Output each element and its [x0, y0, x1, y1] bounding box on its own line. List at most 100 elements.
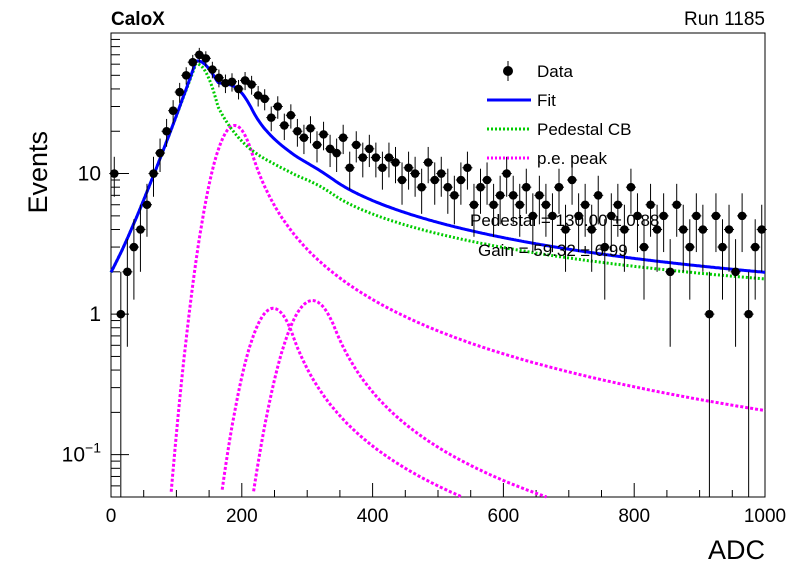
data-point — [168, 100, 179, 124]
y-tick-label: 10−1 — [62, 440, 102, 467]
data-point — [338, 124, 349, 155]
data-point — [292, 118, 303, 147]
data-point — [665, 239, 676, 347]
data-point — [482, 162, 493, 205]
data-point — [573, 193, 584, 253]
data-point — [580, 183, 591, 237]
legend-entry: p.e. peak — [487, 149, 607, 168]
plot-frame — [110, 32, 766, 498]
axis-ticks: 0 200 400 600 800 1000 10−1 1 10 — [62, 38, 786, 527]
data-point — [226, 73, 237, 92]
x-tick-label: 600 — [488, 506, 520, 527]
data-point — [449, 175, 460, 225]
data-point — [455, 162, 466, 205]
data-point — [553, 168, 564, 214]
data-point — [181, 67, 192, 85]
data-point — [756, 204, 767, 272]
data-point — [364, 134, 375, 168]
data-point — [684, 219, 695, 300]
legend: Data Fit Pedestal CB p.e. peak — [487, 61, 632, 168]
data-point — [612, 183, 623, 237]
x-axis-label: ADC — [708, 535, 765, 565]
data-point — [410, 156, 421, 197]
legend-label: Pedestal CB — [537, 120, 632, 139]
x-tick-label: 1000 — [744, 506, 786, 527]
pedestal-annotation: Pedestal = 130.00 ± 0.88 — [470, 211, 659, 230]
data-point — [737, 193, 748, 253]
data-point — [246, 75, 257, 95]
data-point — [148, 156, 159, 197]
data-point — [253, 85, 264, 107]
fit-curve — [109, 59, 766, 274]
data-point — [285, 104, 296, 129]
data-point — [606, 193, 617, 253]
legend-label: p.e. peak — [537, 149, 607, 168]
data-point — [475, 168, 486, 214]
data-point — [390, 146, 401, 184]
data-point — [567, 162, 578, 205]
data-point — [468, 183, 479, 237]
data-point — [586, 204, 597, 272]
data-point — [233, 79, 244, 100]
data-point — [370, 142, 381, 178]
legend-entry: Data — [503, 61, 573, 81]
data-point — [639, 219, 650, 300]
run-label: Run 1185 — [684, 9, 765, 30]
pedestal-cb-curve — [109, 62, 766, 281]
data-point — [429, 162, 440, 205]
data-point — [547, 193, 558, 253]
data-point — [495, 175, 506, 225]
pe-peak-curve-1 — [169, 124, 766, 492]
experiment-label: CaloX — [111, 9, 165, 30]
data-point — [593, 175, 604, 225]
gain-annotation: Gain = 59.32 ± 6.99 — [478, 241, 628, 260]
data-point — [697, 204, 708, 272]
data-point — [318, 121, 329, 151]
data-point — [436, 156, 447, 197]
data-point — [266, 106, 277, 132]
data-point — [200, 51, 211, 67]
legend-entry: Pedestal CB — [487, 120, 632, 139]
data-point — [501, 156, 512, 197]
data-point — [161, 118, 172, 147]
data-point — [240, 72, 251, 91]
data-point — [678, 204, 689, 272]
data-point — [527, 193, 538, 253]
data-point — [717, 219, 728, 300]
data-point — [351, 131, 362, 163]
data-point — [625, 168, 636, 214]
data-point — [652, 204, 663, 272]
data-point — [645, 183, 656, 237]
data-point — [331, 138, 342, 173]
data-point — [632, 193, 643, 253]
data-point — [423, 146, 434, 184]
data-point — [141, 183, 152, 237]
data-point — [710, 193, 721, 253]
x-tick-label: 400 — [357, 506, 389, 527]
data-point — [122, 239, 133, 347]
x-tick-label: 200 — [226, 506, 258, 527]
data-point — [462, 151, 473, 190]
data-point — [279, 113, 290, 141]
data-point — [344, 151, 355, 190]
data-point — [194, 47, 205, 63]
data-point — [174, 82, 185, 103]
data-point — [534, 175, 545, 225]
data-point — [403, 151, 414, 190]
pe-peak-curve-2 — [220, 306, 463, 499]
y-axis-label: Events — [23, 131, 53, 214]
pe-peak-curve-3 — [252, 298, 548, 499]
data-point — [383, 142, 394, 178]
data-point — [115, 271, 126, 497]
data-point — [750, 219, 761, 300]
data-point — [128, 219, 139, 300]
data-point — [743, 271, 754, 497]
data-point — [730, 239, 741, 347]
legend-entry: Fit — [487, 91, 556, 110]
data-point — [298, 124, 309, 155]
data-point — [397, 162, 408, 205]
legend-label: Fit — [537, 91, 556, 110]
data-point — [135, 204, 146, 272]
data-point — [508, 175, 519, 225]
